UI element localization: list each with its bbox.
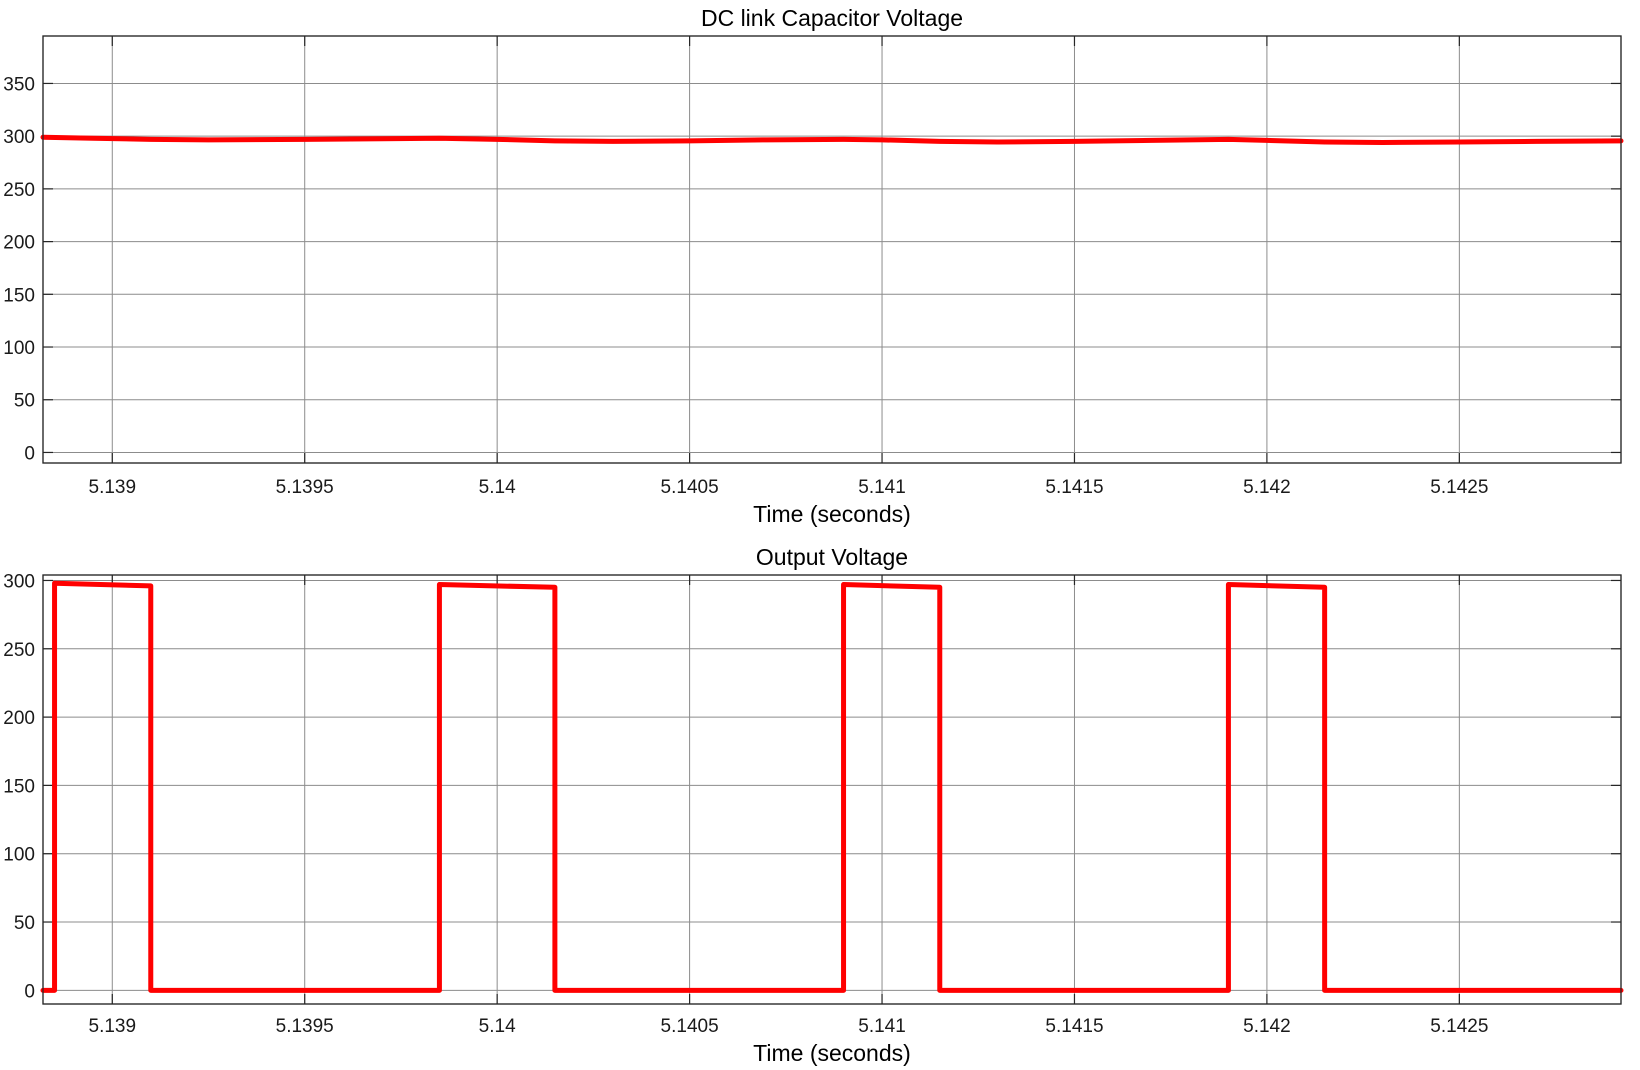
dc-link-axes-box xyxy=(42,35,1622,464)
dc-link-x-tick-label: 5.139 xyxy=(89,477,137,498)
dc-link-voltage-panel: 5.139 5.1395 5.14 5.1405 5.141 5.1415 5.142 5.1… xyxy=(3,5,1624,527)
output-y-tick-label: 200 xyxy=(3,708,35,729)
output-series-line xyxy=(40,580,1624,993)
dc-link-plot-area xyxy=(42,35,1622,464)
output-chart-title: Output Voltage xyxy=(756,544,908,570)
output-y-tick-label: 50 xyxy=(14,913,35,934)
dc-link-x-tick-label: 5.1425 xyxy=(1430,477,1488,498)
dc-link-y-tick-label: 200 xyxy=(3,233,35,254)
output-plot-area xyxy=(42,574,1622,1005)
output-y-tick-label: 0 xyxy=(24,981,35,1002)
output-x-tick-label: 5.1425 xyxy=(1430,1016,1488,1037)
dc-link-x-axis-label: Time (seconds) xyxy=(753,501,911,527)
output-x-tick-label: 5.142 xyxy=(1243,1016,1291,1037)
dc-link-y-tick-label: 300 xyxy=(3,127,35,148)
dc-link-series-line xyxy=(40,134,1624,145)
output-x-tick-label: 5.141 xyxy=(858,1016,906,1037)
output-x-axis-label: Time (seconds) xyxy=(753,1040,911,1066)
output-axes-box xyxy=(42,574,1622,1005)
dc-link-y-tick-label: 50 xyxy=(14,391,35,412)
output-x-tick-label: 5.14 xyxy=(479,1016,516,1037)
dc-link-y-tick-label: 0 xyxy=(24,443,35,464)
dc-link-x-tick-label: 5.1395 xyxy=(276,477,334,498)
output-x-tick-label: 5.1395 xyxy=(276,1016,334,1037)
dc-link-x-tick-label: 5.1415 xyxy=(1045,477,1103,498)
output-y-tick-label: 300 xyxy=(3,571,35,592)
dc-link-x-tick-label: 5.141 xyxy=(858,477,906,498)
output-y-tick-label: 150 xyxy=(3,776,35,797)
dc-link-y-tick-label: 250 xyxy=(3,180,35,201)
output-voltage-panel: 5.139 5.1395 5.14 5.1405 5.141 5.1415 5.142 5.1… xyxy=(3,544,1624,1066)
dc-link-x-tick-label: 5.142 xyxy=(1243,477,1291,498)
dc-link-chart-title: DC link Capacitor Voltage xyxy=(701,5,963,31)
output-y-tick-label: 250 xyxy=(3,640,35,661)
dc-link-y-tick-label: 100 xyxy=(3,338,35,359)
dc-link-x-tick-label: 5.14 xyxy=(479,477,516,498)
output-y-tick-label: 100 xyxy=(3,845,35,866)
dc-link-y-tick-label: 150 xyxy=(3,285,35,306)
output-x-tick-label: 5.1405 xyxy=(661,1016,719,1037)
output-x-tick-label: 5.139 xyxy=(89,1016,137,1037)
dc-link-y-tick-label: 350 xyxy=(3,74,35,95)
dc-link-x-tick-label: 5.1405 xyxy=(661,477,719,498)
output-x-tick-label: 5.1415 xyxy=(1045,1016,1103,1037)
